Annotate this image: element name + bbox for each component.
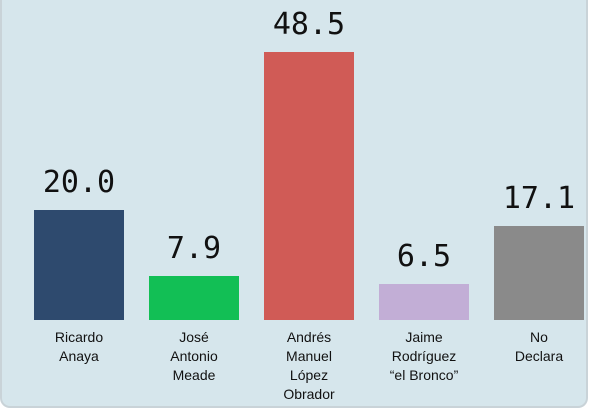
category-label: Andrés Manuel López Obrador <box>283 329 335 402</box>
bar <box>494 225 584 320</box>
value-label: 48.5 <box>272 7 346 43</box>
value-label: 20.0 <box>42 164 116 200</box>
value-label: 7.9 <box>166 231 222 267</box>
category-label: Jaime Rodríguez “el Bronco” <box>389 329 459 383</box>
value-label: 6.5 <box>396 239 452 275</box>
category-label: José Antonio Meade <box>170 329 218 383</box>
bar <box>379 284 469 320</box>
category-label: Ricardo Anaya <box>54 329 104 364</box>
category-label: No Declara <box>514 329 564 364</box>
value-label: 17.1 <box>502 180 576 216</box>
bar <box>264 52 354 320</box>
bar <box>149 276 239 320</box>
bar <box>34 209 124 320</box>
